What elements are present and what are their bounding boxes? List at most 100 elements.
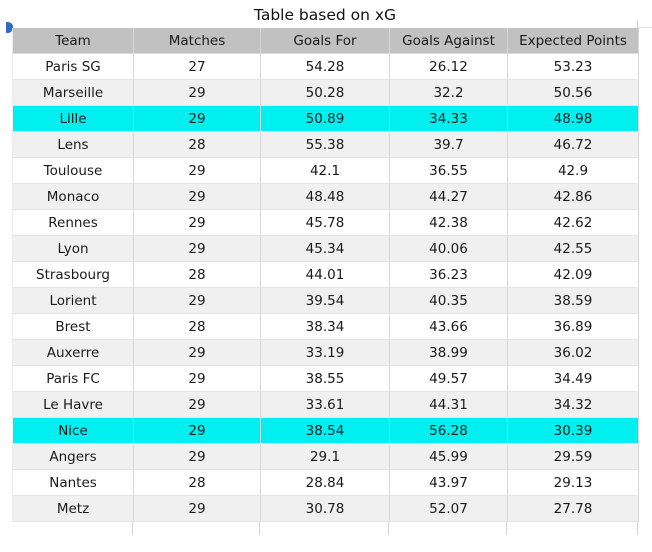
matches-cell: 29 — [133, 183, 261, 210]
xg-table: Team Matches Goals For Goals Against Expecte… — [12, 28, 639, 522]
team-cell: Le Havre — [12, 391, 134, 418]
goals-for-cell: 50.89 — [260, 105, 390, 132]
empty-cell — [12, 522, 133, 535]
goals-against-cell: 36.55 — [389, 157, 508, 184]
matches-cell: 29 — [133, 157, 261, 184]
team-cell: Nantes — [12, 469, 134, 496]
matches-cell: 28 — [133, 131, 261, 158]
team-cell: Nice — [12, 417, 134, 444]
goals-against-cell: 45.99 — [389, 443, 508, 470]
table-row: Paris SG 27 54.28 26.12 53.23 — [12, 53, 639, 80]
matches-cell: 29 — [133, 417, 261, 444]
expected-points-cell: 50.56 — [507, 79, 639, 106]
goals-against-cell: 34.33 — [389, 105, 508, 132]
goals-for-cell: 29.1 — [260, 443, 390, 470]
goals-against-cell: 52.07 — [389, 495, 508, 522]
matches-cell: 29 — [133, 235, 261, 262]
team-cell: Lyon — [12, 235, 134, 262]
team-cell: Angers — [12, 443, 134, 470]
expected-points-cell: 29.59 — [507, 443, 639, 470]
expected-points-cell: 29.13 — [507, 469, 639, 496]
table-row: Lyon 29 45.34 40.06 42.55 — [12, 235, 639, 262]
expected-points-cell: 36.02 — [507, 339, 639, 366]
team-cell: Lorient — [12, 287, 134, 314]
table-row: Lorient 29 39.54 40.35 38.59 — [12, 287, 639, 314]
goals-against-cell: 43.97 — [389, 469, 508, 496]
column-header: Expected Points — [507, 28, 639, 54]
table-row: Nantes 28 28.84 43.97 29.13 — [12, 469, 639, 496]
goals-for-cell: 39.54 — [260, 287, 390, 314]
goals-against-cell: 43.66 — [389, 313, 508, 340]
table-row: Angers 29 29.1 45.99 29.59 — [12, 443, 639, 470]
expected-points-cell: 36.89 — [507, 313, 639, 340]
goals-for-cell: 55.38 — [260, 131, 390, 158]
matches-cell: 28 — [133, 313, 261, 340]
matches-cell: 29 — [133, 79, 261, 106]
goals-for-cell: 44.01 — [260, 261, 390, 288]
table-title: Table based on xG — [253, 6, 397, 24]
goals-against-cell: 39.7 — [389, 131, 508, 158]
table-row: Lille 29 50.89 34.33 48.98 — [12, 105, 639, 132]
team-cell: Lens — [12, 131, 134, 158]
team-cell: Lille — [12, 105, 134, 132]
goals-for-cell: 50.28 — [260, 79, 390, 106]
matches-cell: 29 — [133, 495, 261, 522]
table-row: Auxerre 29 33.19 38.99 36.02 — [12, 339, 639, 366]
team-cell: Brest — [12, 313, 134, 340]
goals-for-cell: 45.34 — [260, 235, 390, 262]
team-cell: Toulouse — [12, 157, 134, 184]
expected-points-cell: 27.78 — [507, 495, 639, 522]
matches-cell: 28 — [133, 261, 261, 288]
goals-for-cell: 30.78 — [260, 495, 390, 522]
gridline-stub-vertical — [637, 20, 638, 28]
expected-points-cell: 53.23 — [507, 53, 639, 80]
table-body: Paris SG 27 54.28 26.12 53.23 Marseille 29 50.2… — [12, 53, 639, 522]
expected-points-cell: 38.59 — [507, 287, 639, 314]
goals-against-cell: 56.28 — [389, 417, 508, 444]
empty-cell — [133, 522, 260, 535]
goals-for-cell: 28.84 — [260, 469, 390, 496]
note-marker-icon — [6, 22, 13, 33]
goals-against-cell: 40.35 — [389, 287, 508, 314]
table-row: Lens 28 55.38 39.7 46.72 — [12, 131, 639, 158]
table-row: Metz 29 30.78 52.07 27.78 — [12, 495, 639, 522]
expected-points-cell: 42.62 — [507, 209, 639, 236]
column-header: Goals For — [260, 28, 390, 54]
team-cell: Auxerre — [12, 339, 134, 366]
matches-cell: 29 — [133, 391, 261, 418]
matches-cell: 29 — [133, 365, 261, 392]
matches-cell: 27 — [133, 53, 261, 80]
table-row: Rennes 29 45.78 42.38 42.62 — [12, 209, 639, 236]
table-row: Le Havre 29 33.61 44.31 34.32 — [12, 391, 639, 418]
goals-for-cell: 38.34 — [260, 313, 390, 340]
table-row: Marseille 29 50.28 32.2 50.56 — [12, 79, 639, 106]
expected-points-cell: 42.55 — [507, 235, 639, 262]
goals-for-cell: 48.48 — [260, 183, 390, 210]
matches-cell: 29 — [133, 105, 261, 132]
goals-against-cell: 40.06 — [389, 235, 508, 262]
header-row: Team Matches Goals For Goals Against Expecte… — [12, 28, 639, 54]
expected-points-cell: 34.49 — [507, 365, 639, 392]
expected-points-cell: 42.9 — [507, 157, 639, 184]
goals-for-cell: 38.55 — [260, 365, 390, 392]
matches-cell: 29 — [133, 287, 261, 314]
team-cell: Monaco — [12, 183, 134, 210]
team-cell: Rennes — [12, 209, 134, 236]
table-row: Brest 28 38.34 43.66 36.89 — [12, 313, 639, 340]
goals-for-cell: 42.1 — [260, 157, 390, 184]
expected-points-cell: 34.32 — [507, 391, 639, 418]
matches-cell: 28 — [133, 469, 261, 496]
matches-cell: 29 — [133, 443, 261, 470]
expected-points-cell: 42.86 — [507, 183, 639, 210]
team-cell: Strasbourg — [12, 261, 134, 288]
table-row: Paris FC 29 38.55 49.57 34.49 — [12, 365, 639, 392]
goals-against-cell: 42.38 — [389, 209, 508, 236]
empty-cell — [260, 522, 389, 535]
column-header: Matches — [133, 28, 261, 54]
goals-against-cell: 49.57 — [389, 365, 508, 392]
empty-cell — [389, 522, 507, 535]
matches-cell: 29 — [133, 209, 261, 236]
goals-against-cell: 32.2 — [389, 79, 508, 106]
empty-cell — [507, 522, 638, 535]
expected-points-cell: 30.39 — [507, 417, 639, 444]
